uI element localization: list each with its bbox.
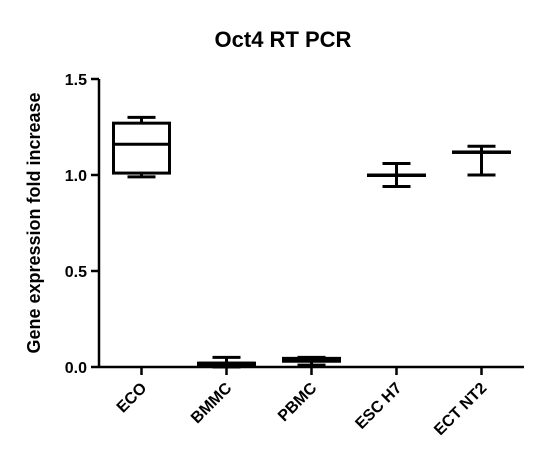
- x-tick-label: PBMC: [275, 379, 321, 425]
- y-tick-label: 0.0: [65, 360, 87, 377]
- x-tick-label: ECT NT2: [431, 380, 490, 439]
- chart-title: Oct4 RT PCR: [215, 27, 352, 52]
- box-plot: [197, 355, 256, 369]
- x-tick-label: ECO: [114, 380, 151, 417]
- x-tick-label: ESC H7: [352, 380, 405, 433]
- y-ticks: 0.0 0.5 1.0 1.5: [65, 72, 99, 377]
- iqr-box: [112, 121, 171, 175]
- y-tick-label: 1.0: [65, 168, 87, 185]
- y-tick-label: 0.5: [65, 264, 87, 281]
- x-tick-label: BMMC: [188, 379, 236, 427]
- box-plot: [452, 144, 511, 177]
- box-plots: [112, 115, 511, 369]
- y-tick-label: 1.5: [65, 72, 87, 89]
- box-plot: [367, 161, 426, 189]
- y-axis-label: Gene expression fold increase: [24, 92, 44, 353]
- box-plot: [282, 355, 341, 367]
- box-plot: [112, 115, 171, 179]
- x-ticks: ECO BMMC PBMC ESC H7 ECT NT2: [114, 367, 490, 439]
